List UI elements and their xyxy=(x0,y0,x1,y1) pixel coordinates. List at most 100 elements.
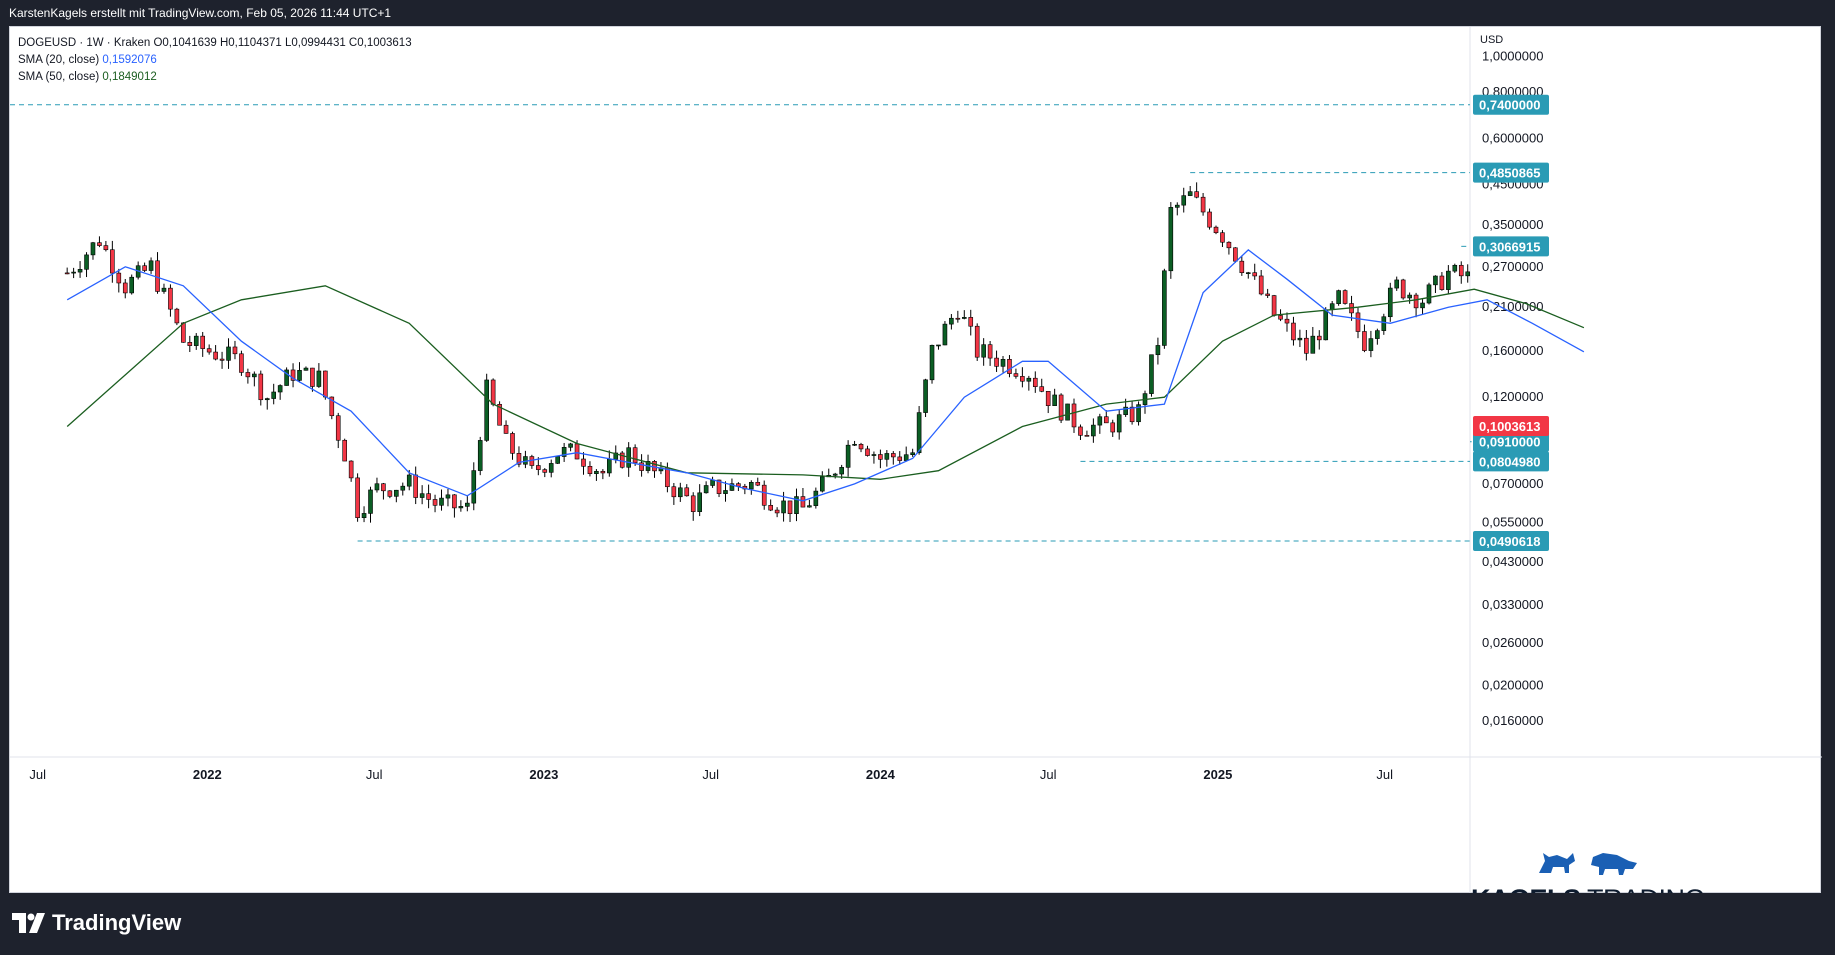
candle-body[interactable] xyxy=(632,447,638,464)
candle-body[interactable] xyxy=(465,502,470,507)
candle-body[interactable] xyxy=(213,351,218,360)
candle-body[interactable] xyxy=(755,482,761,486)
candle-body[interactable] xyxy=(703,485,709,494)
candle-body[interactable] xyxy=(122,282,128,294)
candle-body[interactable] xyxy=(761,484,767,506)
candle-body[interactable] xyxy=(1226,241,1232,249)
level-price-badge[interactable] xyxy=(1473,162,1549,183)
level-price-badge[interactable] xyxy=(1473,451,1549,472)
sma50-line[interactable] xyxy=(66,285,1585,480)
candle-body[interactable] xyxy=(1368,338,1374,351)
candle-body[interactable] xyxy=(381,483,386,492)
candle-body[interactable] xyxy=(807,505,812,508)
chart-frame[interactable]: USD 1,0000000 0,8000000 0,6000000 0,4500000 0… xyxy=(9,26,1822,894)
candle-body[interactable] xyxy=(671,486,677,498)
candle-body[interactable] xyxy=(1413,294,1419,309)
candle-body[interactable] xyxy=(310,367,315,387)
candle-body[interactable] xyxy=(942,323,948,346)
candle-body[interactable] xyxy=(303,367,309,371)
candle-body[interactable] xyxy=(1278,315,1283,320)
candle-body[interactable] xyxy=(1265,293,1270,296)
candle-body[interactable] xyxy=(1045,391,1051,406)
candle-body[interactable] xyxy=(1304,337,1309,354)
candle-body[interactable] xyxy=(1213,226,1219,234)
candle-body[interactable] xyxy=(1168,207,1174,272)
level-price-badge[interactable] xyxy=(1473,94,1549,115)
candle-body[interactable] xyxy=(329,396,335,417)
candle-body[interactable] xyxy=(794,496,799,514)
candle-body[interactable] xyxy=(174,308,180,324)
candle-body[interactable] xyxy=(1007,359,1012,374)
candle-body[interactable] xyxy=(1058,394,1064,421)
candle-body[interactable] xyxy=(1194,191,1199,198)
candle-body[interactable] xyxy=(542,469,548,473)
price-chart[interactable]: USD1,00000000,80000000,60000000,45000000… xyxy=(10,27,1822,894)
candle-body[interactable] xyxy=(1207,211,1212,228)
candle-body[interactable] xyxy=(374,483,380,491)
candle-body[interactable] xyxy=(1026,377,1032,382)
candle-body[interactable] xyxy=(897,456,903,461)
level-price-badge[interactable] xyxy=(1473,431,1549,452)
candle-body[interactable] xyxy=(710,479,715,486)
candle-body[interactable] xyxy=(994,357,999,367)
candle-body[interactable] xyxy=(949,317,954,325)
candle-body[interactable] xyxy=(77,269,83,273)
candle-body[interactable] xyxy=(1375,330,1380,339)
candle-body[interactable] xyxy=(1084,435,1090,437)
candle-body[interactable] xyxy=(813,490,819,506)
candle-body[interactable] xyxy=(439,497,444,506)
candle-body[interactable] xyxy=(323,370,328,398)
candle-body[interactable] xyxy=(1155,345,1161,356)
candle-body[interactable] xyxy=(271,391,276,399)
candle-body[interactable] xyxy=(1316,335,1322,341)
candle-body[interactable] xyxy=(193,335,199,346)
sma20-legend[interactable]: SMA (20, close) 0,1592076 xyxy=(18,52,412,69)
candle-body[interactable] xyxy=(1078,426,1083,436)
candle-body[interactable] xyxy=(819,476,825,492)
candle-body[interactable] xyxy=(1000,359,1006,367)
candle-body[interactable] xyxy=(723,490,728,494)
candle-body[interactable] xyxy=(490,379,496,405)
candle-body[interactable] xyxy=(974,325,980,358)
candle-body[interactable] xyxy=(523,456,528,465)
candle-body[interactable] xyxy=(219,358,225,361)
candle-body[interactable] xyxy=(90,242,96,256)
candle-body[interactable] xyxy=(200,335,206,349)
candle-body[interactable] xyxy=(845,444,851,468)
candle-body[interactable] xyxy=(355,477,360,519)
candle-body[interactable] xyxy=(484,379,489,441)
candle-body[interactable] xyxy=(665,467,670,488)
candle-body[interactable] xyxy=(335,415,341,441)
candle-body[interactable] xyxy=(510,433,515,454)
candle-body[interactable] xyxy=(64,272,70,275)
level-price-badge[interactable] xyxy=(1473,531,1549,552)
candle-body[interactable] xyxy=(581,458,586,467)
candle-body[interactable] xyxy=(1426,284,1432,304)
candle-body[interactable] xyxy=(1381,316,1387,331)
candle-body[interactable] xyxy=(536,465,541,470)
candle-body[interactable] xyxy=(290,369,296,381)
candle-body[interactable] xyxy=(1252,272,1258,277)
candle-body[interactable] xyxy=(1336,290,1341,304)
candle-body[interactable] xyxy=(1174,204,1180,208)
candle-body[interactable] xyxy=(1110,422,1116,433)
candle-body[interactable] xyxy=(1162,270,1167,346)
candle-body[interactable] xyxy=(684,487,690,497)
candle-body[interactable] xyxy=(142,265,147,271)
candle-body[interactable] xyxy=(1239,260,1245,274)
candle-body[interactable] xyxy=(910,452,915,456)
candle-body[interactable] xyxy=(832,473,838,476)
candle-body[interactable] xyxy=(594,470,599,474)
candle-body[interactable] xyxy=(97,242,102,246)
candle-body[interactable] xyxy=(245,372,251,378)
candle-body[interactable] xyxy=(181,322,186,343)
candle-body[interactable] xyxy=(387,490,393,497)
candle-body[interactable] xyxy=(768,504,773,511)
candle-body[interactable] xyxy=(1065,403,1070,421)
candle-body[interactable] xyxy=(871,454,877,456)
candle-body[interactable] xyxy=(1220,232,1225,243)
candle-body[interactable] xyxy=(361,513,367,519)
candle-body[interactable] xyxy=(503,424,509,434)
candle-body[interactable] xyxy=(297,370,302,381)
candle-body[interactable] xyxy=(452,494,457,509)
